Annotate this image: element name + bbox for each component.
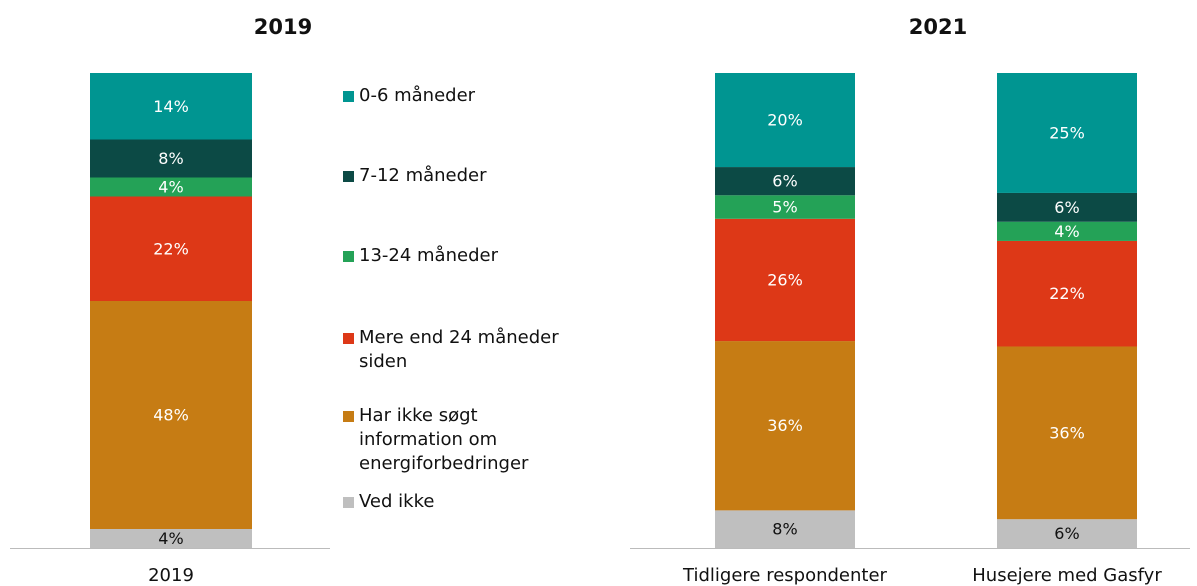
data-label: 36%: [767, 416, 803, 435]
legend-swatch: [343, 171, 354, 182]
x-tick-label: Tidligere respondenter: [682, 565, 888, 586]
bar-segment: [90, 139, 252, 178]
bar-segment: [90, 73, 252, 140]
x-tick-label: 2019: [148, 565, 194, 586]
legend-swatch: [343, 411, 354, 422]
data-label: 4%: [1054, 222, 1079, 241]
legend-item: Har ikke søgt information om energiforbe…: [343, 404, 574, 476]
bar-segment: [90, 529, 252, 548]
data-label: 8%: [772, 520, 797, 539]
legend-item: Mere end 24 måneder siden: [343, 326, 574, 374]
chart-title: 2021: [909, 15, 967, 39]
legend-swatch: [343, 251, 354, 262]
data-label: 25%: [1049, 123, 1085, 142]
bar-segment: [715, 167, 855, 196]
bar-segment: [997, 221, 1137, 241]
data-label: 48%: [153, 406, 189, 425]
legend-label: 0-6 måneder: [359, 85, 476, 106]
bar-segment: [715, 73, 855, 168]
chart-title: 2019: [254, 15, 312, 39]
bar-segment: [997, 73, 1137, 193]
data-label: 5%: [772, 198, 797, 217]
legend-item: 0-6 måneder: [343, 84, 574, 108]
data-label: 4%: [158, 178, 183, 197]
data-label: 22%: [153, 239, 189, 258]
legend-label: Ved ikke: [359, 491, 435, 512]
data-label: 6%: [772, 172, 797, 191]
data-label: 4%: [158, 529, 183, 548]
legend-label: 13-24 måneder: [359, 245, 498, 266]
legend-label: 7-12 måneder: [359, 165, 487, 186]
bar-segment: [997, 240, 1137, 347]
data-label: 26%: [767, 270, 803, 289]
x-tick-label: Husejere med Gasfyr: [972, 565, 1162, 586]
data-label: 8%: [158, 149, 183, 168]
legend-swatch: [343, 91, 354, 102]
bar-segment: [715, 510, 855, 548]
bar-segment: [90, 177, 252, 197]
data-label: 6%: [1054, 198, 1079, 217]
data-label: 22%: [1049, 284, 1085, 303]
legend-swatch: [343, 497, 354, 508]
data-label: 36%: [1049, 423, 1085, 442]
legend-swatch: [343, 333, 354, 344]
legend-item: Ved ikke: [343, 490, 574, 514]
bar-segment: [715, 195, 855, 219]
bar-segment: [715, 341, 855, 511]
bar-segment: [997, 346, 1137, 520]
bar-segment: [90, 196, 252, 301]
legend-item: 13-24 måneder: [343, 244, 574, 268]
bar-segment: [997, 519, 1137, 548]
legend-label: Har ikke søgt information om energiforbe…: [359, 405, 529, 474]
bar-segment: [715, 218, 855, 342]
legend-label: Mere end 24 måneder siden: [359, 327, 559, 372]
bar-segment: [997, 192, 1137, 222]
data-label: 6%: [1054, 524, 1079, 543]
data-label: 14%: [153, 97, 189, 116]
bar-segment: [90, 301, 252, 529]
data-label: 20%: [767, 111, 803, 130]
legend-item: 7-12 måneder: [343, 164, 574, 188]
